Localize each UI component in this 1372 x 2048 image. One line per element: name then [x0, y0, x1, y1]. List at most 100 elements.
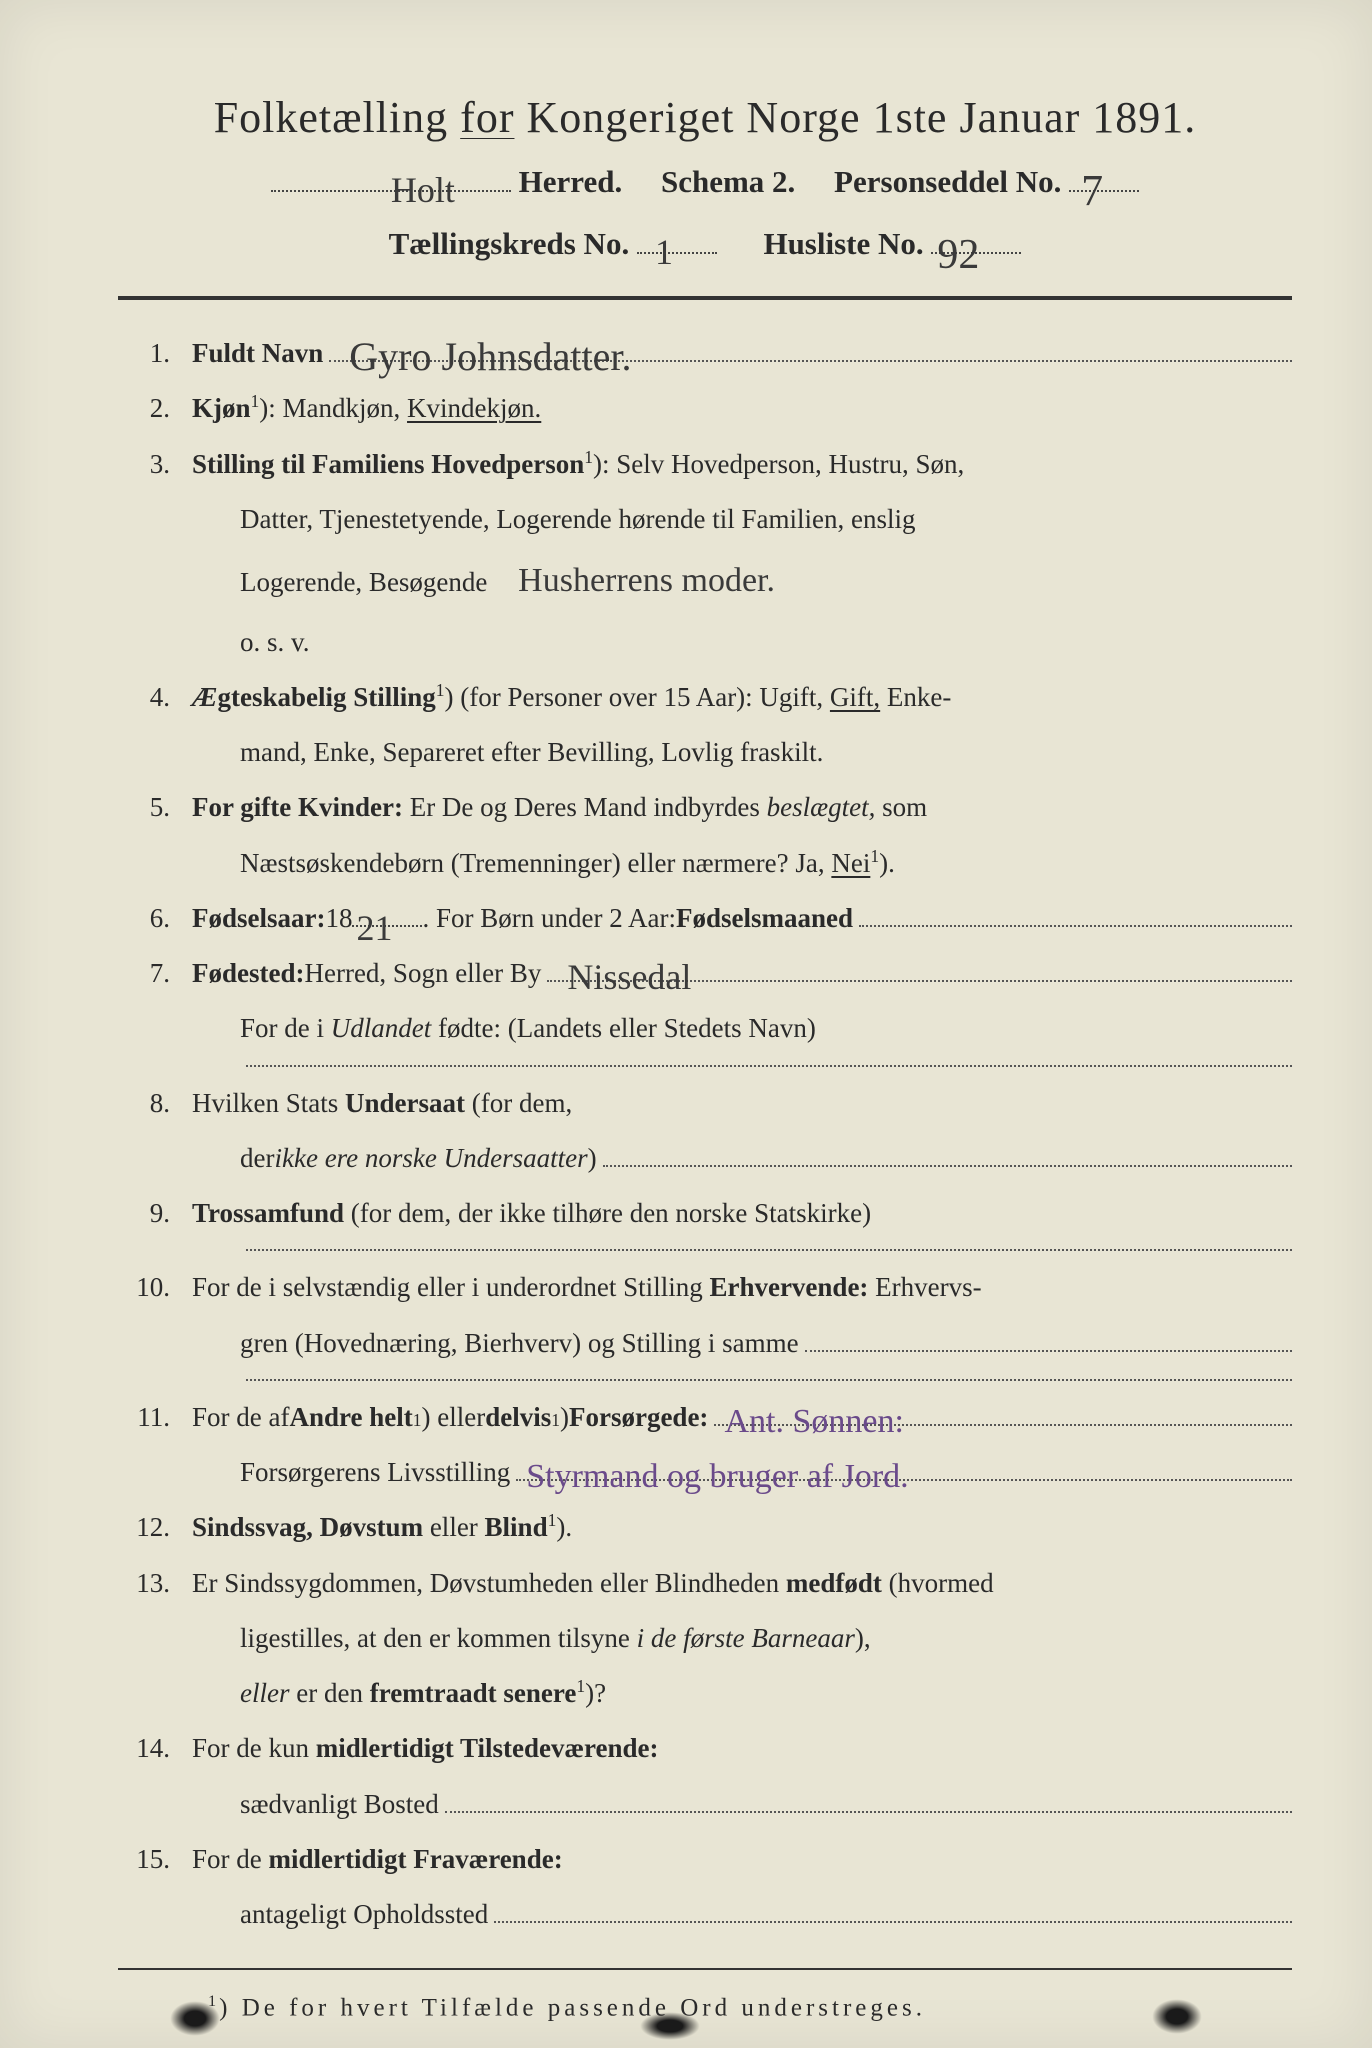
- row-5-after2: som: [875, 792, 927, 822]
- row-1-label: Fuldt Navn: [192, 330, 323, 377]
- row-8-label: Undersaat: [345, 1088, 465, 1118]
- title-post: Kongeriget Norge 1ste Januar 1891.: [514, 93, 1196, 142]
- row-6: 6. Fødselsaar: 18 21 . For Børn under 2 …: [118, 895, 1292, 942]
- row-13-after: (hvormed: [882, 1568, 994, 1598]
- row-5-italic: beslægtet,: [767, 792, 876, 822]
- personseddel-handwritten: 7: [1081, 156, 1103, 226]
- row-5-cont: Næstsøskendebørn (Tremenninger) eller næ…: [118, 840, 1292, 887]
- kreds-label: Tællingskreds No.: [389, 226, 630, 261]
- row-num-10: 10.: [118, 1264, 192, 1311]
- row-9-after: (for dem, der ikke tilhøre den norske St…: [344, 1198, 871, 1228]
- row-8-cont-italic: ikke ere norske Undersaatter: [274, 1135, 587, 1182]
- form-body: 1. Fuldt Navn Gyro Johnsdatter. 2. Kjøn1…: [118, 330, 1292, 1938]
- row-num-9: 9.: [118, 1190, 192, 1237]
- row-num-12: 12.: [118, 1504, 192, 1551]
- row-14: 14. For de kun midlertidigt Tilstedevære…: [118, 1725, 1292, 1772]
- row-num-8: 8.: [118, 1080, 192, 1127]
- paper-tear-icon: [1152, 1999, 1202, 2034]
- row-num-11: 11.: [118, 1394, 192, 1441]
- row-11-cont: Forsørgerens Livsstilling Styrmand og br…: [118, 1449, 1292, 1496]
- row-7-cont-text2: fødte: (Landets eller Stedets Navn): [431, 1013, 816, 1043]
- husliste-label: Husliste No.: [763, 226, 923, 261]
- row-12-after: ).: [556, 1512, 572, 1542]
- row-3-cont-3: o. s. v.: [118, 619, 1292, 666]
- row-10-label: Erhvervende:: [709, 1272, 868, 1302]
- row-8-text: Hvilken Stats: [192, 1088, 345, 1118]
- row-13: 13. Er Sindssygdommen, Døvstumheden elle…: [118, 1560, 1292, 1607]
- row-13-label: medfødt: [786, 1568, 882, 1598]
- row-14-cont: sædvanligt Bosted: [118, 1781, 1292, 1828]
- row-15-cont: antageligt Opholdssted: [118, 1891, 1292, 1938]
- row-7-cont-text: For de i: [240, 1013, 331, 1043]
- row-3-cont-1: Datter, Tjenestetyende, Logerende hørend…: [118, 496, 1292, 543]
- row-12-label2: Blind: [485, 1512, 548, 1542]
- row-15-text: For de: [192, 1844, 269, 1874]
- husliste-handwritten: 92: [937, 222, 979, 289]
- row-1-hand: Gyro Johnsdatter.: [349, 322, 631, 392]
- row-num-4: 4.: [118, 674, 192, 721]
- row-3-sup: 1: [584, 447, 593, 467]
- row-num-13: 13.: [118, 1560, 192, 1607]
- row-num-15: 15.: [118, 1836, 192, 1883]
- subheader-line-1: Holt Herred. Schema 2. Personseddel No. …: [118, 157, 1292, 207]
- row-5-cont-pre: Næstsøskendebørn (Tremenninger) eller næ…: [240, 848, 831, 878]
- row-5-cont-after: ).: [879, 848, 895, 878]
- row-5-cont-sup: 1: [870, 846, 879, 866]
- row-4-sup: 1: [436, 680, 445, 700]
- paper-tear-icon: [640, 2012, 700, 2040]
- row-6-after2: . For Børn under 2 Aar:: [422, 895, 675, 942]
- row-3-after: ): Selv Hovedperson, Hustru, Søn,: [593, 449, 964, 479]
- row-10-cont: gren (Hovednæring, Bierhverv) og Stillin…: [118, 1320, 1292, 1367]
- row-13-cont2: eller er den fremtraadt senere1)?: [118, 1670, 1292, 1717]
- row-5: 5. For gifte Kvinder: Er De og Deres Man…: [118, 784, 1292, 831]
- row-4-label: gteskabelig Stilling: [217, 682, 435, 712]
- header-rule: [118, 296, 1292, 300]
- row-9: 9. Trossamfund (for dem, der ikke tilhør…: [118, 1190, 1292, 1237]
- row-7-cont: For de i Udlandet fødte: (Landets eller …: [118, 1005, 1292, 1052]
- row-11-sup2: 1: [551, 1405, 560, 1436]
- row-11-hand: Ant. Sønnen:: [724, 1392, 903, 1452]
- row-11-label: Andre helt: [289, 1394, 412, 1441]
- title-pre: Folketælling: [214, 93, 460, 142]
- row-7: 7. Fødested: Herred, Sogn eller By Nisse…: [118, 950, 1292, 997]
- row-11-hand2: Styrmand og bruger af Jord.: [526, 1447, 908, 1507]
- row-4-after: ) (for Personer over 15 Aar): Ugift,: [445, 682, 830, 712]
- row-12-mid: eller: [423, 1512, 484, 1542]
- row-2-after: ): Mandkjøn,: [259, 393, 407, 423]
- herred-label: Herred.: [519, 164, 623, 199]
- row-3: 3. Stilling til Familiens Hovedperson1):…: [118, 441, 1292, 488]
- row-8-cont-after: ): [588, 1135, 597, 1182]
- row-9-blank: [118, 1245, 1292, 1256]
- row-12-label: Sindssvag, Døvstum: [192, 1512, 423, 1542]
- row-15-cont-text: antageligt Opholdssted: [240, 1891, 488, 1938]
- row-11-label2: delvis: [485, 1394, 551, 1441]
- census-form-page: Folketælling for Kongeriget Norge 1ste J…: [0, 0, 1372, 2048]
- footer-rule: [118, 1968, 1292, 1970]
- row-5-label: For gifte Kvinder:: [192, 792, 403, 822]
- row-13-cont2-bold: fremtraadt senere: [370, 1678, 577, 1708]
- row-num-3: 3.: [118, 441, 192, 488]
- row-10-after: Erhvervs-: [868, 1272, 981, 1302]
- row-5-after: Er De og Deres Mand indbyrdes: [403, 792, 767, 822]
- row-11: 11. For de af Andre helt1) eller delvis1…: [118, 1394, 1292, 1441]
- row-4-ae: Æ: [192, 682, 217, 712]
- footnote: 1) De for hvert Tilfælde passende Ord un…: [118, 1992, 1292, 2022]
- row-11-label3: Forsørgede:: [569, 1394, 708, 1441]
- row-13-cont2-after: )?: [585, 1678, 606, 1708]
- row-11-cont-text: Forsørgerens Livsstilling: [240, 1449, 510, 1496]
- row-13-cont-after: ),: [855, 1623, 871, 1653]
- row-5-cont-under: Nei: [831, 848, 870, 878]
- row-10: 10. For de i selvstændig eller i underor…: [118, 1264, 1292, 1311]
- row-1: 1. Fuldt Navn Gyro Johnsdatter.: [118, 330, 1292, 377]
- row-9-label: Trossamfund: [192, 1198, 344, 1228]
- row-13-cont2-sup: 1: [576, 1676, 585, 1696]
- row-14-cont-text: sædvanligt Bosted: [240, 1781, 439, 1828]
- row-num-6: 6.: [118, 895, 192, 942]
- row-7-label: Fødested:: [192, 950, 304, 997]
- row-13-cont-italic: i de første Barneaar: [637, 1623, 855, 1653]
- row-11-sup: 1: [413, 1405, 422, 1436]
- footnote-text: ) De for hvert Tilfælde passende Ord und…: [219, 1995, 926, 2022]
- row-13-cont2-text: er den: [289, 1678, 369, 1708]
- herred-handwritten: Holt: [391, 162, 455, 220]
- row-8-cont-text: der: [240, 1135, 274, 1182]
